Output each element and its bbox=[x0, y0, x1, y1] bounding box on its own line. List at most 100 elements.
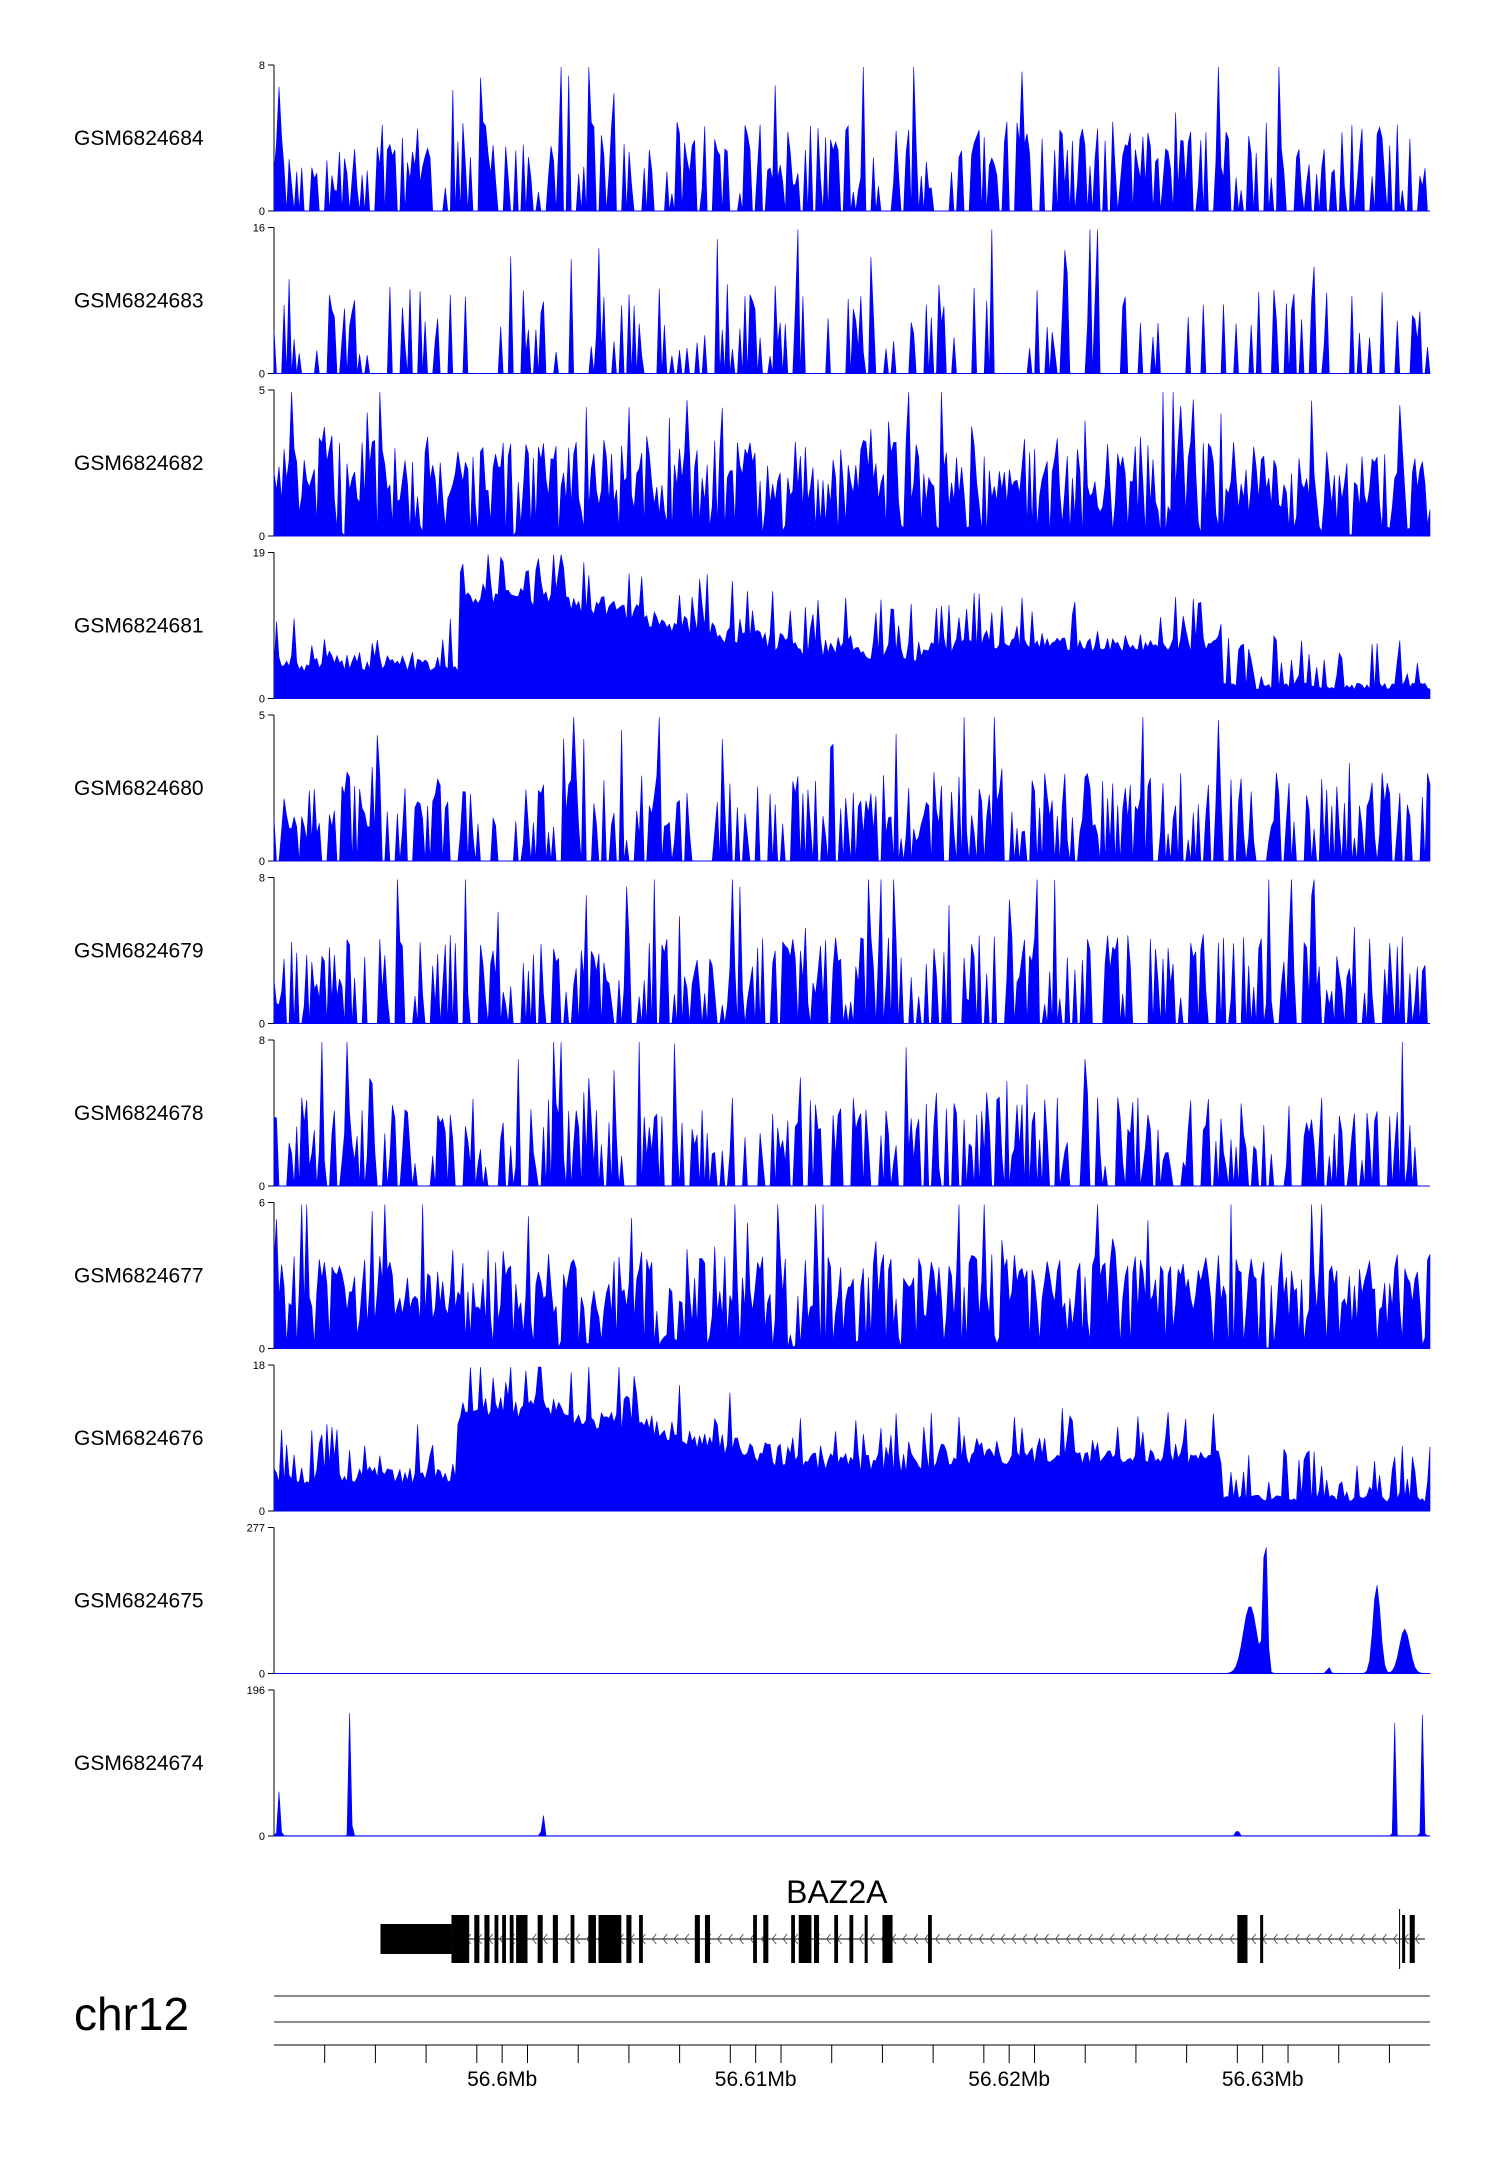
track-GSM6824677: GSM6824677 6 0 bbox=[74, 1198, 1431, 1356]
strand-arrow bbox=[1065, 1933, 1071, 1945]
gene-exon bbox=[537, 1915, 543, 1963]
strand-arrow bbox=[989, 1933, 995, 1945]
strand-arrow bbox=[1251, 1933, 1257, 1945]
chromosome-ideogram: chr12 bbox=[74, 1988, 1430, 2040]
strand-arrow bbox=[1360, 1933, 1366, 1945]
strand-arrow bbox=[1000, 1933, 1006, 1945]
track-label: GSM6824676 bbox=[74, 1427, 204, 1450]
coverage-area bbox=[273, 391, 1431, 537]
y-tick-label-max: 196 bbox=[247, 1685, 265, 1697]
strand-arrow bbox=[1185, 1933, 1191, 1945]
strand-arrow bbox=[542, 1933, 548, 1945]
strand-arrow bbox=[978, 1933, 984, 1945]
strand-arrow bbox=[1044, 1933, 1050, 1945]
axis-tick-label: 56.62Mb bbox=[968, 2068, 1050, 2091]
gene-exon bbox=[380, 1924, 452, 1954]
y-tick-label-max: 8 bbox=[259, 60, 265, 72]
y-tick-label-max: 6 bbox=[259, 1198, 265, 1210]
coverage-area bbox=[273, 66, 1430, 212]
strand-arrow bbox=[662, 1933, 668, 1945]
track-label: GSM6824681 bbox=[74, 615, 204, 638]
track-GSM6824676: GSM6824676 18 0 bbox=[74, 1360, 1431, 1518]
strand-arrow bbox=[1327, 1933, 1333, 1945]
gene-model-track: BAZ2A bbox=[380, 1874, 1425, 1969]
strand-arrow bbox=[651, 1933, 657, 1945]
strand-arrow bbox=[869, 1933, 875, 1945]
y-tick-label-max: 18 bbox=[253, 1360, 265, 1372]
gene-exon bbox=[834, 1915, 839, 1963]
strand-arrow bbox=[1207, 1933, 1213, 1945]
track-label: GSM6824680 bbox=[74, 777, 204, 800]
gene-exon bbox=[704, 1915, 711, 1963]
coverage-area bbox=[273, 1547, 1431, 1674]
coverage-area bbox=[273, 554, 1431, 699]
strand-arrow bbox=[1196, 1933, 1202, 1945]
y-tick-label-max: 8 bbox=[259, 873, 265, 885]
strand-arrow bbox=[782, 1933, 788, 1945]
strand-arrow bbox=[1011, 1933, 1017, 1945]
strand-arrow bbox=[1087, 1933, 1093, 1945]
strand-arrow bbox=[826, 1933, 832, 1945]
gene-exon bbox=[474, 1915, 480, 1963]
strand-arrow bbox=[1142, 1933, 1148, 1945]
coverage-area bbox=[273, 229, 1431, 374]
coverage-tracks: GSM682468480GSM6824683160GSM682468250GSM… bbox=[74, 60, 1431, 1843]
strand-arrow bbox=[956, 1933, 962, 1945]
strand-arrow bbox=[1054, 1933, 1060, 1945]
gene-exon bbox=[694, 1915, 700, 1963]
strand-arrow bbox=[716, 1933, 723, 1945]
strand-arrow bbox=[1163, 1933, 1169, 1945]
track-GSM6824684: GSM6824684 8 0 bbox=[74, 60, 1430, 218]
gene-exon bbox=[509, 1915, 514, 1963]
gene-exon bbox=[798, 1915, 812, 1963]
gene-exon bbox=[849, 1915, 854, 1963]
y-tick-label-min: 0 bbox=[259, 1669, 265, 1681]
strand-arrow bbox=[771, 1933, 777, 1945]
coverage-area bbox=[273, 879, 1430, 1024]
y-tick-label-min: 0 bbox=[259, 206, 265, 218]
strand-arrow bbox=[913, 1933, 919, 1945]
strand-arrow bbox=[945, 1933, 951, 1945]
y-tick-label-min: 0 bbox=[259, 1344, 265, 1356]
strand-arrow bbox=[1109, 1933, 1115, 1945]
gene-exon bbox=[516, 1915, 528, 1963]
gene-exon bbox=[570, 1915, 575, 1963]
strand-arrow bbox=[1392, 1933, 1398, 1945]
y-tick-label-min: 0 bbox=[259, 694, 265, 706]
strand-arrow bbox=[531, 1933, 537, 1945]
strand-arrow bbox=[575, 1933, 581, 1945]
y-tick-label-max: 277 bbox=[247, 1523, 265, 1535]
coverage-area bbox=[273, 1366, 1431, 1512]
y-tick-label-max: 5 bbox=[259, 385, 265, 397]
y-tick-label-min: 0 bbox=[259, 1019, 265, 1031]
gene-exon bbox=[639, 1915, 643, 1963]
strand-arrow bbox=[967, 1933, 973, 1945]
coverage-area bbox=[273, 1204, 1431, 1349]
gene-name-label: BAZ2A bbox=[786, 1874, 888, 1910]
y-tick-label-min: 0 bbox=[259, 1181, 265, 1193]
strand-arrow bbox=[935, 1933, 941, 1945]
strand-arrow bbox=[1218, 1933, 1224, 1945]
y-tick-label-min: 0 bbox=[259, 369, 265, 381]
strand-arrow bbox=[1349, 1933, 1355, 1945]
gene-exon bbox=[552, 1915, 558, 1963]
gene-exon bbox=[502, 1915, 506, 1963]
strand-arrow bbox=[1098, 1933, 1104, 1945]
strand-arrow bbox=[858, 1933, 864, 1945]
strand-arrow bbox=[1131, 1933, 1137, 1945]
strand-arrow bbox=[1076, 1933, 1082, 1945]
coverage-area bbox=[273, 1712, 1431, 1837]
gene-exon bbox=[753, 1915, 757, 1963]
strand-arrow bbox=[1371, 1933, 1377, 1945]
strand-arrow bbox=[1316, 1933, 1322, 1945]
strand-arrow bbox=[727, 1933, 733, 1945]
axis-tick-label: 56.61Mb bbox=[715, 2068, 797, 2091]
y-tick-label-max: 8 bbox=[259, 1035, 265, 1047]
track-label: GSM6824682 bbox=[74, 452, 204, 475]
gene-exon bbox=[484, 1915, 490, 1963]
strand-arrow bbox=[673, 1933, 679, 1945]
track-label: GSM6824683 bbox=[74, 290, 204, 313]
track-label: GSM6824677 bbox=[74, 1265, 204, 1288]
track-GSM6824678: GSM6824678 8 0 bbox=[74, 1035, 1430, 1193]
